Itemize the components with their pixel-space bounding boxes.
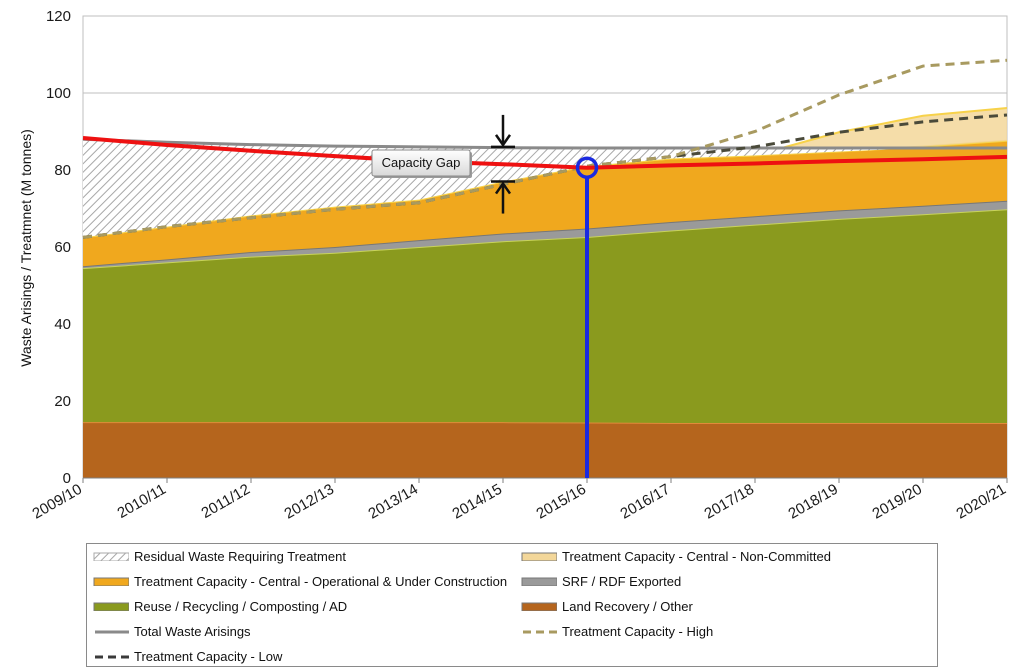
x-tick-label: 2014/15 [450,481,505,523]
legend-item: Reuse / Recycling / Composting / AD [93,596,347,616]
legend: Residual Waste Requiring Treatment Treatm… [86,543,938,667]
legend-label: Treatment Capacity - Central - Non-Commi… [562,548,831,564]
up-arrow-head [494,181,512,195]
area-series [83,200,1007,269]
x-tick-label: 2009/10 [30,481,85,523]
x-tick-label: 2017/18 [702,481,757,523]
legend-label: Treatment Capacity - Central - Operation… [134,573,508,589]
y-tick-label: 40 [54,316,71,333]
capacity-gap-callout [371,149,471,177]
area-series [83,422,1007,478]
legend-swatch [521,577,557,586]
legend-swatch [95,630,129,634]
legend-label: SRF / RDF Exported [562,573,682,589]
y-axis-label: Waste Arisings / Treatmnet (M tonnes) [18,129,34,367]
legend-item: Total Waste Arisings [93,621,251,641]
area-series [83,209,1007,423]
x-tick-label: 2013/14 [366,481,421,523]
legend-label: Total Waste Arisings [134,623,251,639]
x-tick-label: 2011/12 [199,481,253,522]
capacity-gap-label: Capacity Gap [382,155,461,170]
line-series [82,58,1008,239]
y-tick-label: 0 [63,470,71,487]
line-series [82,136,1008,170]
x-tick-label: 2016/17 [618,481,673,523]
legend-swatch [523,630,557,634]
x-tick-label: 2020/21 [954,481,1009,523]
x-tick-label: 2010/11 [115,481,169,522]
chart: 0 20 40 60 80 100 120 2009/10 2010/11 2011/12 2012… [18,8,1009,523]
legend-item: SRF / RDF Exported [521,571,681,591]
legend-swatch [95,655,129,659]
legend-swatch [93,577,129,586]
area-series [83,108,1007,238]
x-tick-label: 2012/13 [282,481,337,523]
area-series [83,140,1007,267]
legend-item: Treatment Capacity - Low [93,646,282,666]
legend-label: Treatment Capacity - High [562,623,714,639]
x-tick-label: 2018/19 [786,481,841,523]
legend-label: Reuse / Recycling / Composting / AD [134,598,348,614]
legend-swatch [93,602,129,611]
legend-swatch [93,552,129,561]
legend-label: Treatment Capacity - Low [134,648,283,664]
legend-swatch [521,602,557,611]
y-tick-label: 120 [46,8,71,25]
marker-circle [575,156,599,179]
y-tick-label: 60 [54,239,71,256]
legend-item: Land Recovery / Other [521,596,693,616]
line-series [82,137,1007,150]
legend-item: Treatment Capacity - Central - Non-Commi… [521,546,831,566]
y-tick-label: 80 [54,162,71,179]
y-tick-label: 100 [46,85,71,102]
legend-item: Residual Waste Requiring Treatment [93,546,346,566]
legend-swatch [521,552,557,561]
legend-label: Residual Waste Requiring Treatment [134,548,346,564]
legend-item: Treatment Capacity - High [521,621,713,641]
legend-item: Treatment Capacity - Central - Operation… [93,571,507,591]
legend-label: Land Recovery / Other [562,598,693,614]
residual-waste-area [83,139,1007,238]
down-arrow-head [494,134,512,148]
y-tick-label: 20 [54,393,71,410]
x-tick-label: 2019/20 [870,481,925,523]
x-tick-label: 2015/16 [534,481,589,523]
